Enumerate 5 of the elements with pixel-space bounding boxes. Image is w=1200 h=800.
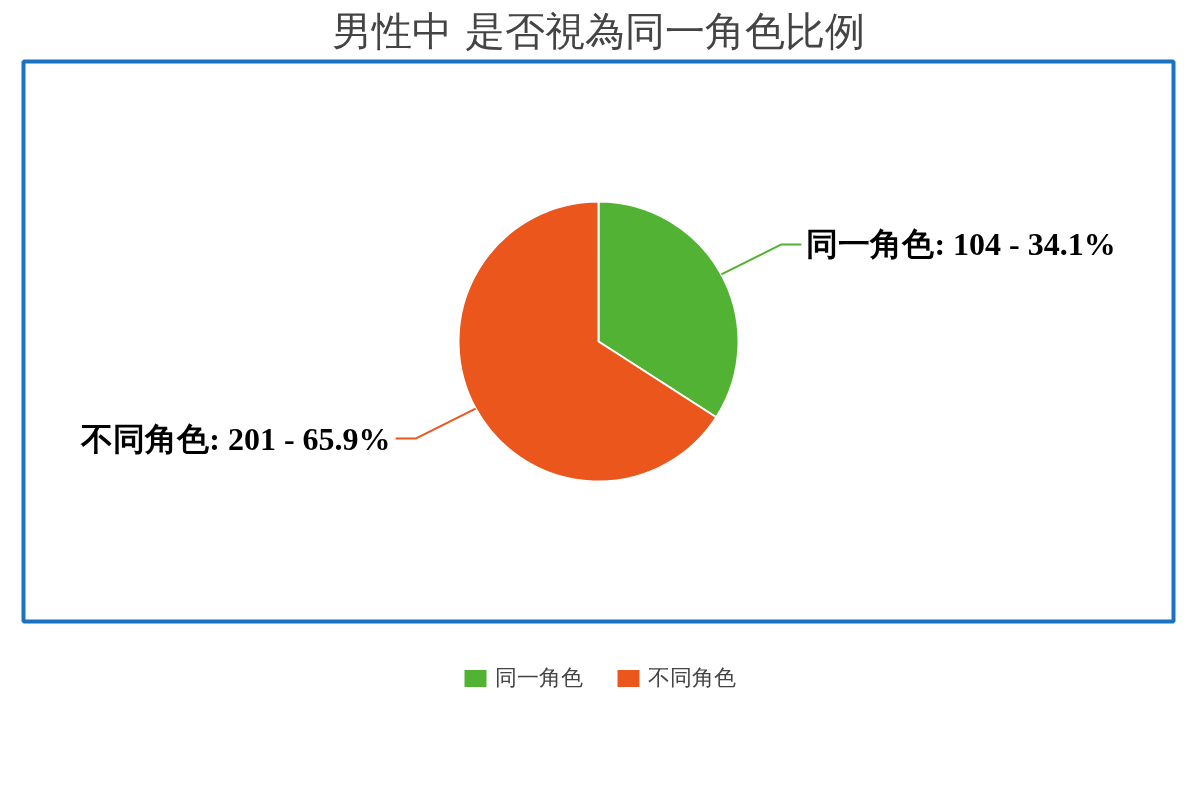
data-label: 不同角色: 201 - 65.9% — [80, 420, 391, 457]
legend-label: 同一角色 — [495, 664, 583, 692]
chart-title: 男性中 是否視為同一角色比例 — [332, 7, 865, 54]
legend-label: 不同角色 — [648, 664, 736, 692]
data-label: 同一角色: 104 - 34.1% — [806, 226, 1116, 263]
